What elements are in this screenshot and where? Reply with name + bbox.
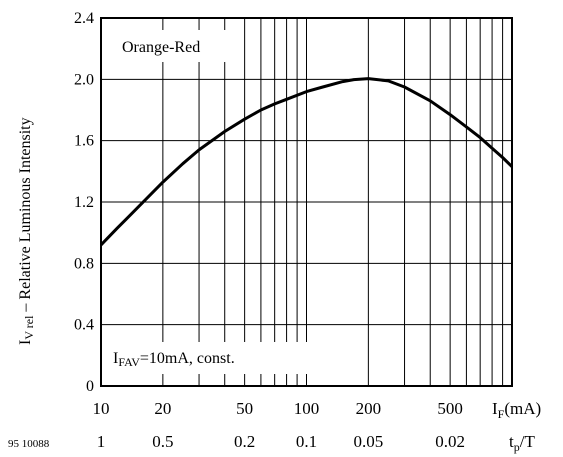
condition-box — [108, 342, 308, 374]
y-tick-label: 1.2 — [74, 194, 94, 211]
x-tick-label: 100 — [294, 399, 320, 418]
y-tick-label: 1.6 — [74, 133, 94, 150]
y-tick-label: 0 — [86, 378, 94, 395]
duty-tick-label: 1 — [97, 432, 106, 451]
series-group — [99, 77, 514, 246]
duty-tick-label: 0.05 — [353, 432, 383, 451]
y-tick-label: 2.4 — [74, 10, 94, 27]
duty-tick-labels: 1 0.5 0.2 0.1 0.05 0.02 — [97, 432, 465, 451]
y-tick-label: 0.8 — [74, 255, 94, 272]
x-tick-labels: 10 20 50 100 200 500 — [93, 399, 463, 418]
duty-tick-label: 0.02 — [435, 432, 465, 451]
y-tick-labels: 0 0.4 0.8 1.2 1.6 2.0 2.4 — [74, 10, 94, 395]
x-tick-label: 50 — [236, 399, 253, 418]
x-tick-label: 200 — [356, 399, 382, 418]
plot-frame — [100, 17, 513, 387]
y-tick-label: 0.4 — [74, 317, 94, 334]
condition-label: IFAV=10mA, const. — [113, 350, 235, 369]
y-axis-label: IV rel – Relative Luminous Intensity — [17, 117, 36, 345]
series-line — [99, 77, 514, 246]
legend-label: Orange-Red — [122, 39, 200, 56]
y-tick-label: 2.0 — [74, 71, 94, 88]
duty-tick-label: 0.2 — [234, 432, 255, 451]
figure-id: 95 10088 — [8, 438, 50, 450]
duty-axis-label: tp/T — [509, 432, 535, 454]
duty-tick-label: 0.1 — [296, 432, 317, 451]
x-tick-label: 20 — [154, 399, 171, 418]
grid-lines — [101, 18, 512, 386]
x-tick-label: 10 — [93, 399, 110, 418]
duty-tick-label: 0.5 — [152, 432, 173, 451]
x-axis-label: IF(mA) — [492, 399, 541, 421]
x-tick-label: 500 — [437, 399, 463, 418]
legend-box — [112, 30, 232, 62]
